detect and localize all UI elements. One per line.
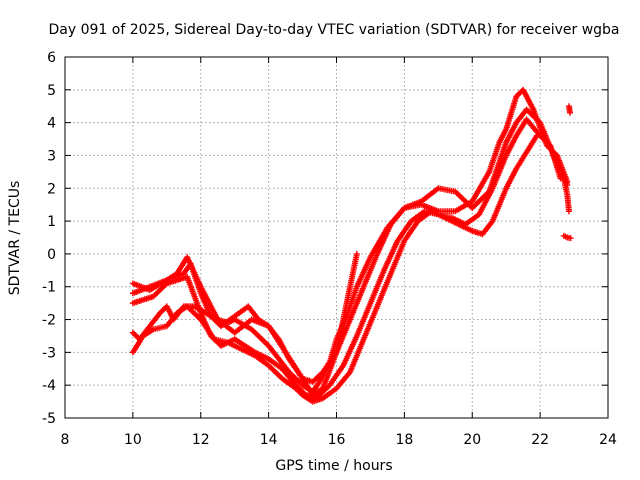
data-point bbox=[565, 208, 572, 215]
series-track-7 bbox=[560, 232, 574, 242]
y-axis-label: SDTVAR / TECUs bbox=[7, 181, 23, 296]
data-point bbox=[567, 235, 574, 242]
y-tick-label: 0 bbox=[47, 247, 56, 263]
y-tick-label: -3 bbox=[42, 345, 56, 361]
series-track-8 bbox=[565, 103, 573, 116]
x-tick-label: 12 bbox=[192, 432, 210, 448]
series-track-6 bbox=[554, 159, 572, 215]
data-point-fill bbox=[546, 141, 553, 148]
x-tick-label: 8 bbox=[61, 432, 70, 448]
y-tick-label: -1 bbox=[42, 280, 56, 296]
series-track-4 bbox=[129, 132, 540, 405]
y-tick-label: 2 bbox=[47, 181, 56, 197]
y-tick-label: 6 bbox=[47, 50, 56, 66]
y-tick-label: -5 bbox=[42, 411, 56, 427]
x-axis-label: GPS time / hours bbox=[275, 458, 392, 474]
y-tick-label: 3 bbox=[47, 148, 56, 164]
y-tick-label: 1 bbox=[47, 214, 56, 230]
x-tick-label: 20 bbox=[463, 432, 481, 448]
y-tick-label: 4 bbox=[47, 116, 56, 132]
chart-title: Day 091 of 2025, Sidereal Day-to-day VTE… bbox=[48, 22, 619, 38]
y-tick-label: 5 bbox=[47, 83, 56, 99]
x-tick-label: 24 bbox=[599, 432, 617, 448]
y-tick-label: -4 bbox=[42, 378, 56, 394]
data-point bbox=[353, 250, 360, 257]
data-point bbox=[533, 132, 540, 139]
series-track-2 bbox=[129, 86, 571, 385]
x-tick-label: 22 bbox=[531, 432, 549, 448]
x-tick-label: 18 bbox=[395, 432, 413, 448]
series-track-5 bbox=[129, 250, 360, 399]
data-points bbox=[129, 86, 574, 405]
data-point bbox=[566, 109, 573, 116]
x-tick-label: 16 bbox=[328, 432, 346, 448]
y-tick-label: -2 bbox=[42, 313, 56, 329]
x-tick-label: 10 bbox=[124, 432, 142, 448]
x-tick-label: 14 bbox=[260, 432, 278, 448]
